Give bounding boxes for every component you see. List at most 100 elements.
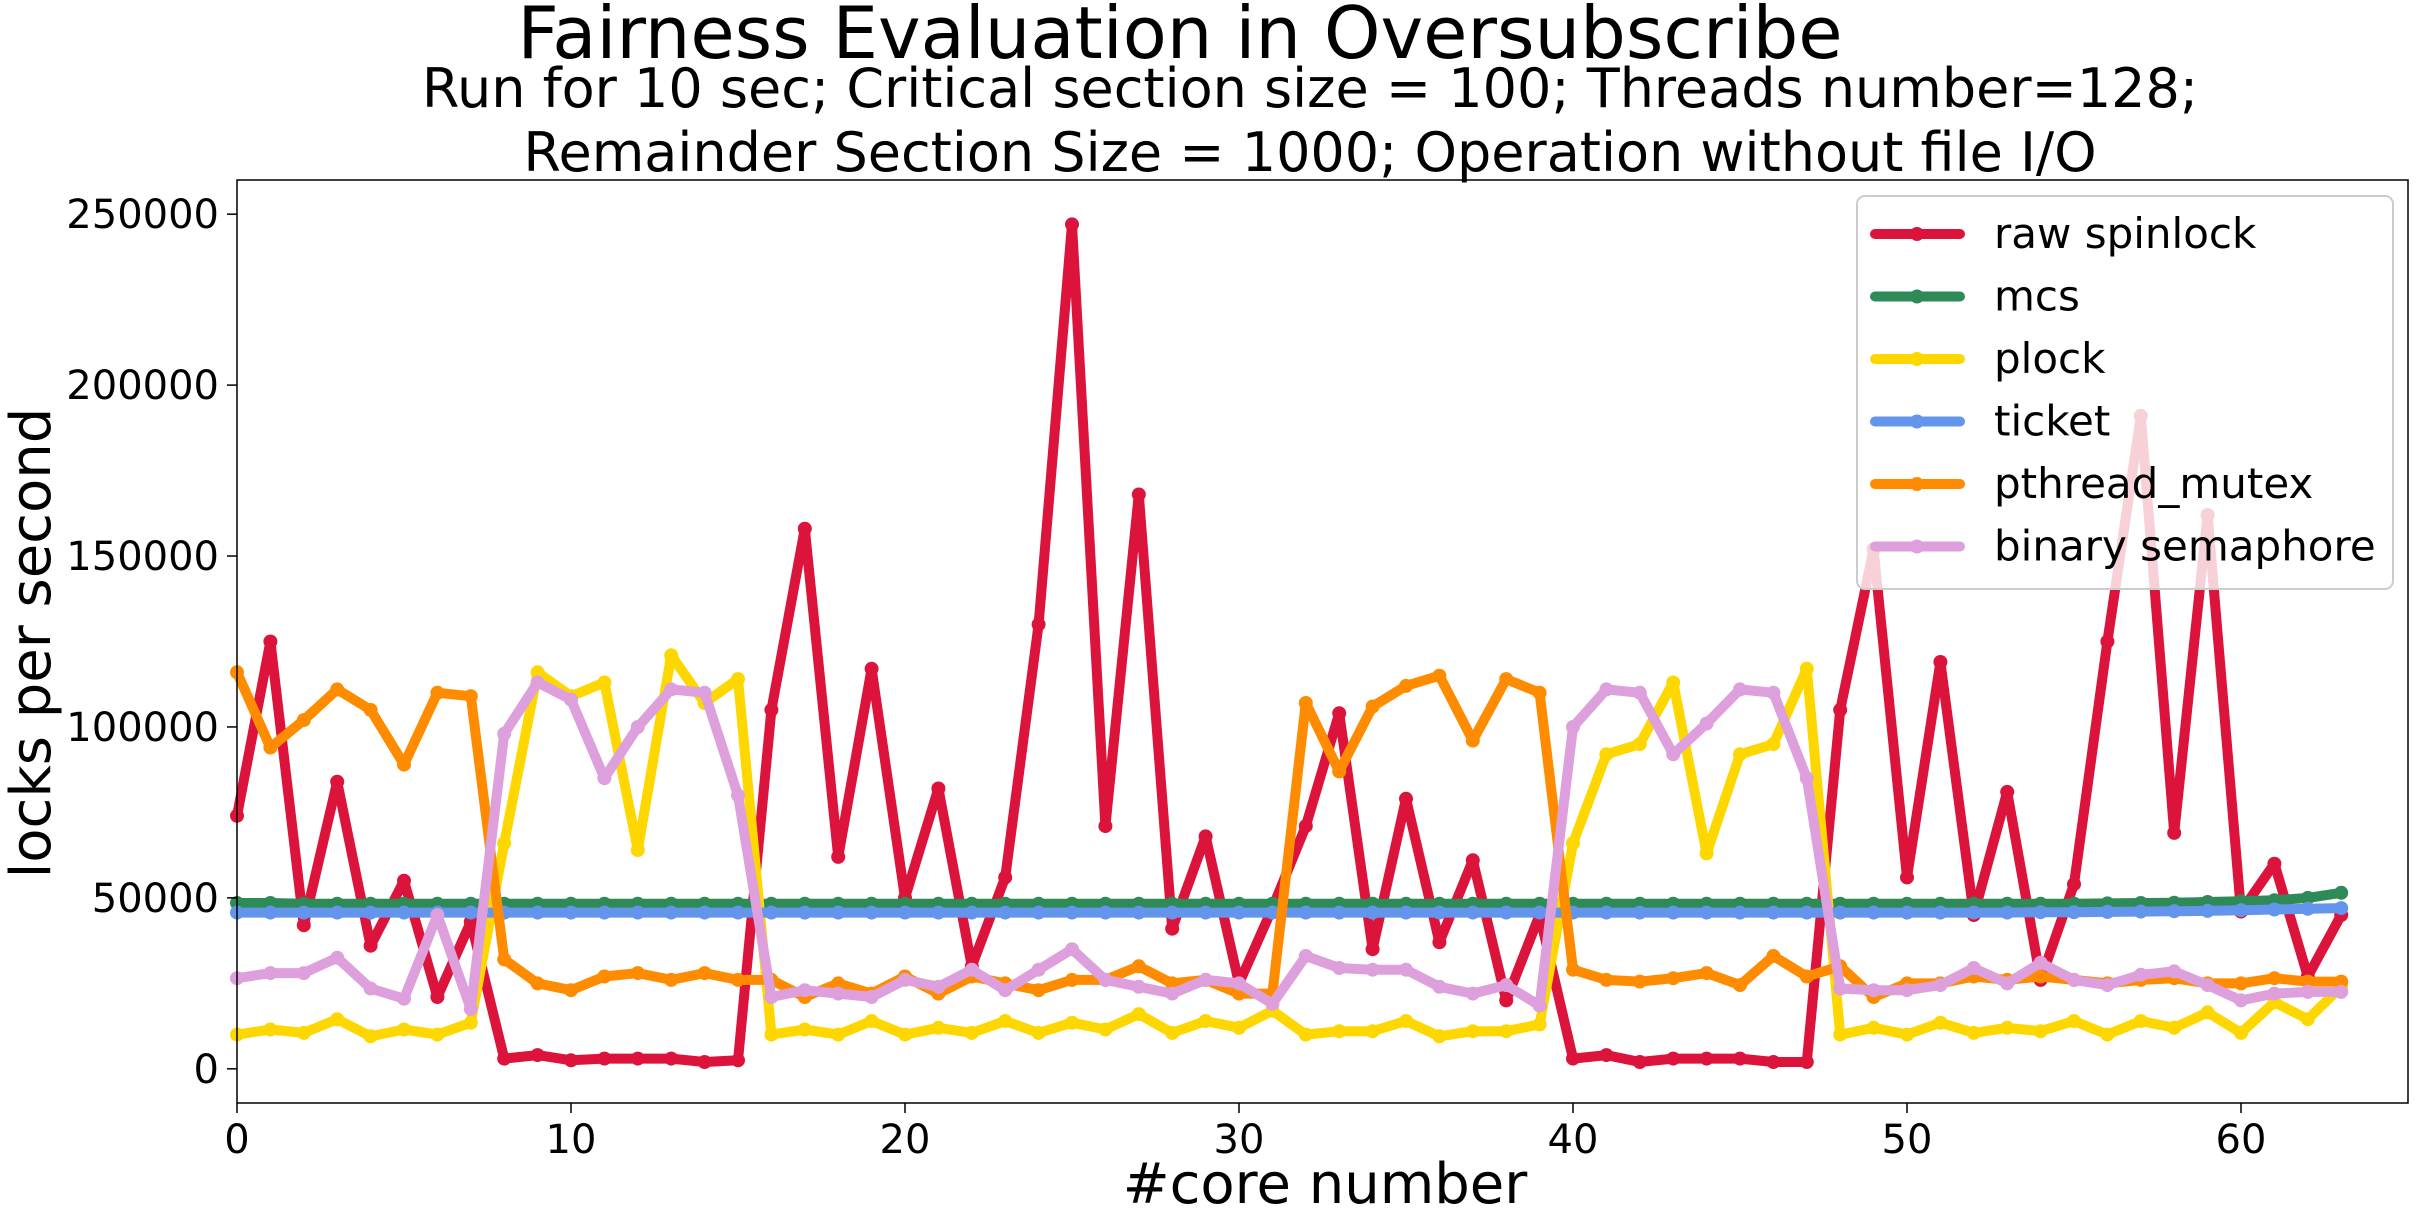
data-point [2300,890,2315,905]
data-point [1098,819,1113,834]
data-point [2334,984,2349,999]
data-point [731,1053,745,1068]
data-point [1666,905,1681,920]
data-point [1900,1027,1914,1042]
data-point [530,905,545,920]
data-point [564,905,578,920]
data-point [2267,856,2282,871]
y-tick-label: 250000 [66,192,219,238]
plot-area [230,217,2349,1069]
data-point [1766,905,1781,920]
series-binary-semaphore [230,675,2349,1016]
data-point [1733,682,1747,697]
data-point [1966,1025,1981,1040]
data-point [330,682,345,697]
data-point [831,976,846,991]
data-point [898,1027,912,1042]
data-point [864,905,879,920]
data-point [697,966,712,981]
data-point [1399,791,1413,806]
data-point [964,905,979,920]
data-point [1432,905,1447,920]
data-point [1031,1025,1046,1040]
data-point [2067,905,2081,920]
x-tick-label: 0 [224,1117,249,1163]
data-point [1666,675,1681,690]
data-point [1165,905,1180,920]
data-point [463,1015,478,1030]
data-point [797,905,812,920]
data-point [1799,771,1814,786]
data-point [263,966,278,981]
data-point [330,1012,345,1027]
data-point [630,966,645,981]
data-point [497,726,512,741]
chart-title: Fairness Evaluation in Oversubscribe [517,0,1842,75]
data-point [597,771,612,786]
data-point [664,1051,679,1066]
data-point [397,1022,411,1037]
data-point [397,757,411,772]
data-point [2067,972,2081,987]
legend-swatch-marker [1910,477,1924,491]
data-point [1432,935,1447,950]
data-point [1766,949,1781,963]
data-point [263,905,278,920]
data-point [564,983,578,998]
x-tick-label: 10 [546,1117,597,1163]
data-point [931,781,946,796]
data-point [764,905,779,920]
data-point [2067,877,2081,892]
data-point [1499,672,1514,687]
legend-label: ticket [1994,397,2110,446]
data-point [864,661,879,676]
data-point [497,1051,512,1066]
data-point [330,905,345,920]
data-point [1265,996,1280,1011]
data-point [296,966,311,981]
data-point [1866,1020,1881,1035]
data-point [430,1027,445,1042]
data-point [2300,1012,2315,1027]
data-point [1399,1014,1413,1028]
data-point [363,702,378,717]
data-point [2200,1005,2215,1020]
data-point [1432,979,1447,994]
data-point [1232,976,1246,991]
data-point [1799,661,1814,676]
legend-label: raw spinlock [1994,209,2257,258]
data-point [1131,487,1146,502]
legend-label: pthread_mutex [1994,459,2313,508]
data-point [1900,983,1914,998]
y-axis-label: locks per second [0,408,64,879]
data-point [1365,942,1380,957]
data-point [1298,819,1313,834]
data-point [2300,984,2315,999]
data-point [463,1002,478,1016]
data-point [2033,1024,2048,1039]
data-point [1298,949,1313,963]
data-point [463,689,478,704]
data-point [797,1022,812,1037]
data-point [1799,1055,1814,1069]
data-point [2133,904,2148,919]
data-point [2000,976,2015,991]
data-point [1532,998,1547,1013]
data-point [664,648,679,663]
legend-entry: binary semaphore [1870,522,2376,571]
data-point [998,905,1013,920]
data-point [731,905,745,920]
data-point [764,1027,779,1042]
series-line [232,650,2347,1042]
data-point [2167,964,2182,979]
data-point [397,905,411,920]
data-point [1566,720,1580,734]
data-point [664,682,679,697]
data-point [731,788,745,803]
data-point [597,969,612,984]
data-point [1933,978,1948,993]
data-point [1031,983,1046,998]
x-tick-label: 20 [880,1117,931,1163]
y-tick-label: 50000 [92,876,219,922]
